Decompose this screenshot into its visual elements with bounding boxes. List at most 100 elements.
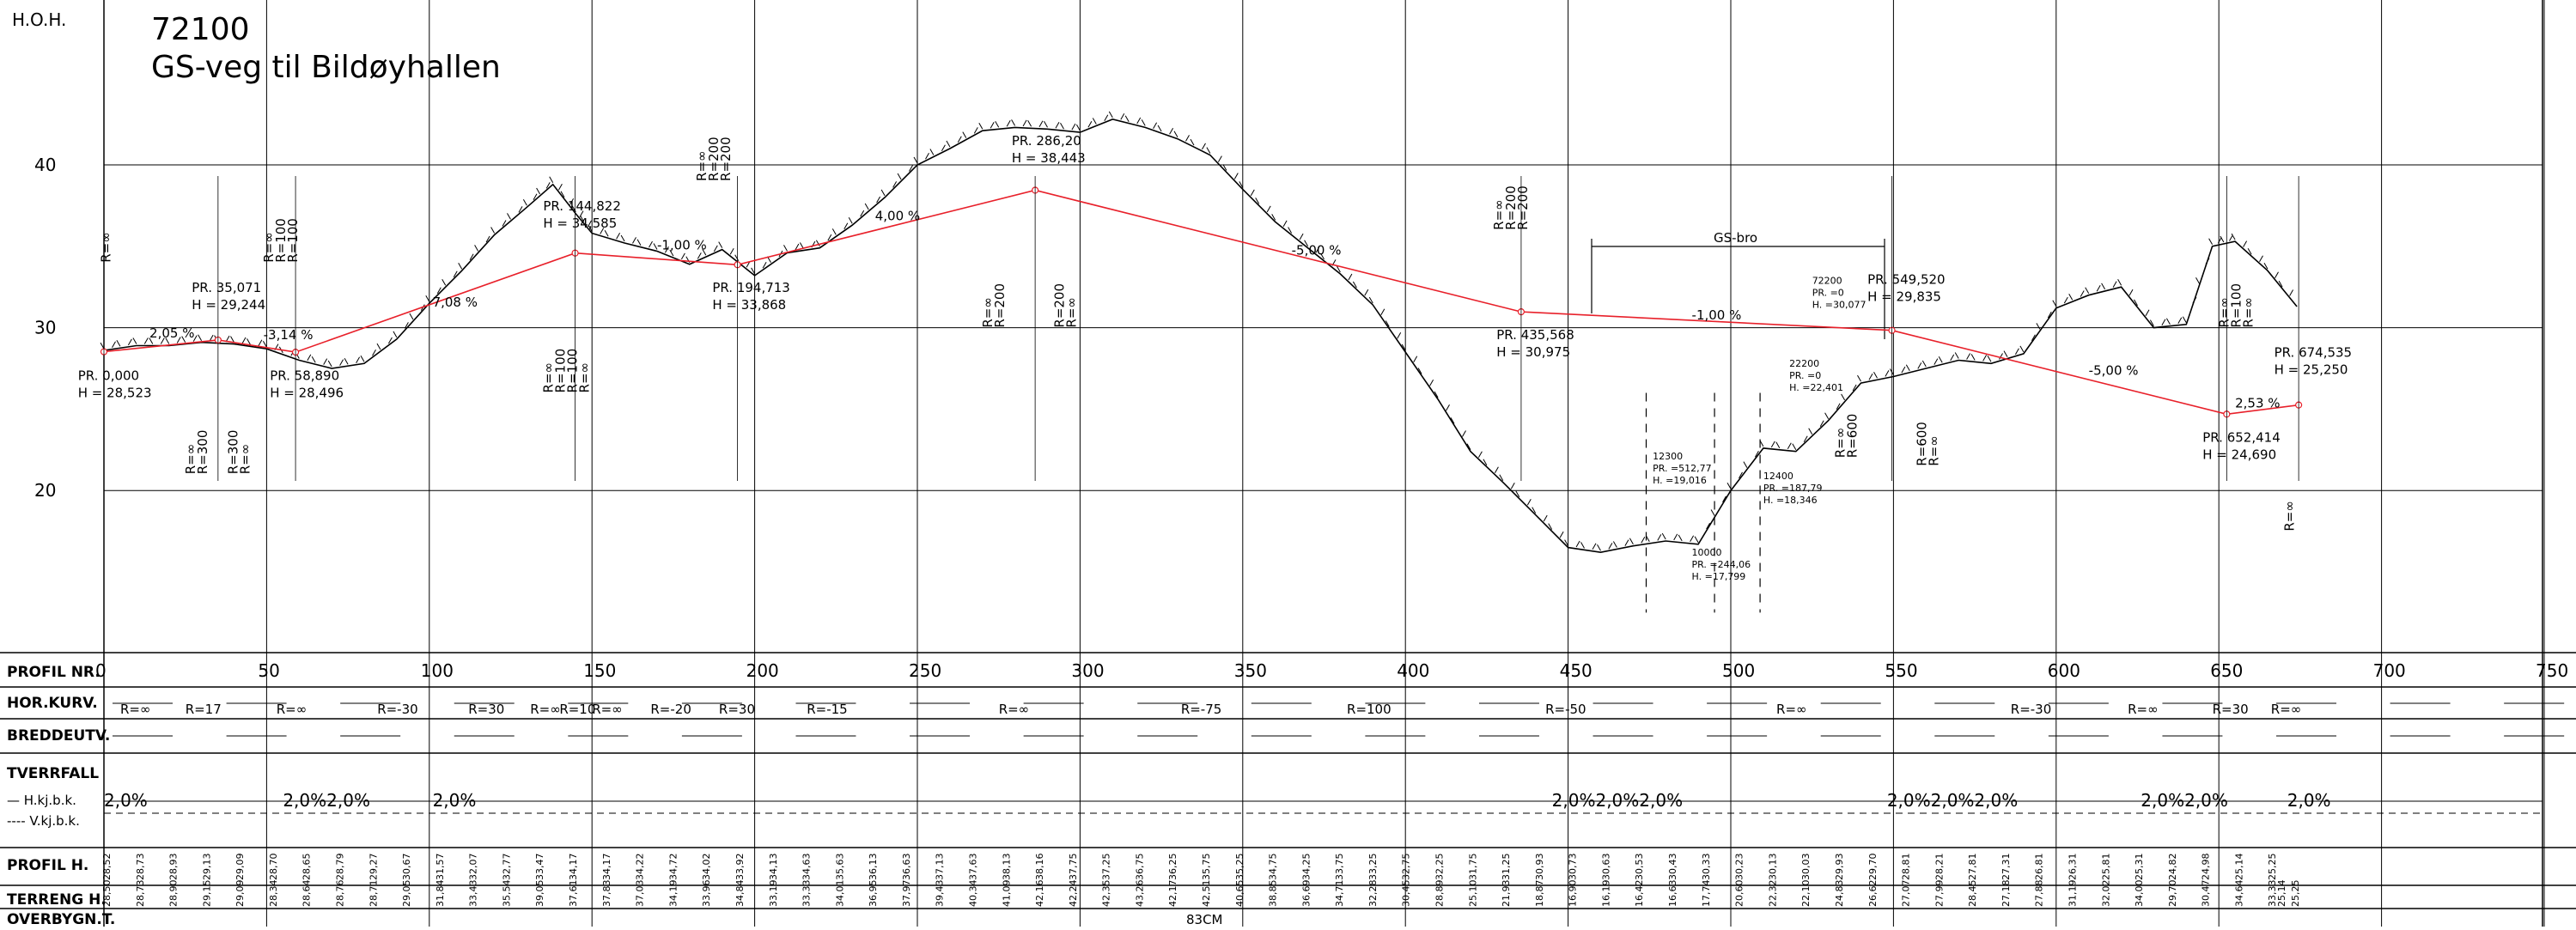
vertical-radius-label: R=∞ bbox=[541, 362, 557, 393]
profil-h-value: 30,43 bbox=[1667, 854, 1678, 881]
hor-kurv-label: R=100 bbox=[1347, 702, 1392, 717]
chainage-tick-label: 750 bbox=[2536, 660, 2568, 681]
grade-percent-label: -5,00 % bbox=[1292, 242, 1342, 258]
hor-kurv-label: R=-20 bbox=[650, 702, 691, 717]
profil-h-value: 36,25 bbox=[1167, 854, 1178, 881]
profil-h-value: 30,23 bbox=[1734, 854, 1745, 880]
hor-kurv-label: R=30 bbox=[2213, 702, 2249, 717]
y-tick-label: 20 bbox=[34, 480, 56, 501]
profil-h-value: 37,13 bbox=[935, 854, 946, 881]
drawing-number: 72100 bbox=[151, 12, 250, 47]
profil-h-value: 30,63 bbox=[1600, 854, 1611, 881]
profil-h-value: 29,27 bbox=[368, 854, 379, 881]
terreng-h-value: 28,64 bbox=[301, 880, 313, 908]
profil-h-value: 32,75 bbox=[1401, 854, 1412, 881]
terreng-h-value: 42,51 bbox=[1201, 880, 1212, 908]
terreng-h-value: 33,43 bbox=[468, 880, 479, 908]
profil-h-value: 31,57 bbox=[435, 854, 446, 881]
terreng-h-value: 36,69 bbox=[1300, 880, 1312, 908]
terreng-h-value: 28,76 bbox=[335, 880, 346, 908]
station-h-label: H = 29,244 bbox=[192, 297, 265, 313]
profil-h-value: 32,07 bbox=[468, 854, 479, 881]
profil-h-value: 27,31 bbox=[2001, 854, 2012, 881]
vertical-radius-label: R=200 bbox=[706, 137, 722, 181]
row-label-overbygn-t: OVERBYGN.T. bbox=[7, 911, 115, 927]
profil-h-value: 31,75 bbox=[1467, 854, 1478, 881]
vertical-radius-label: R=∞ bbox=[694, 150, 709, 181]
profil-h-value: 29,09 bbox=[234, 854, 246, 881]
hor-kurv-label: R=∞ bbox=[120, 702, 151, 717]
vertical-radius-label: R=100 bbox=[565, 349, 581, 393]
terreng-h-value: 28,34 bbox=[268, 880, 279, 908]
station-h-label: H = 28,523 bbox=[78, 385, 152, 400]
terreng-h-value: 16,90 bbox=[1568, 880, 1579, 908]
profil-h-value: 28,93 bbox=[168, 854, 180, 881]
terreng-h-value: 37,83 bbox=[601, 880, 612, 908]
chainage-tick-label: 200 bbox=[746, 660, 779, 681]
station-pr-label: PR. 286,20 bbox=[1012, 133, 1081, 149]
profil-h-value: 37,25 bbox=[1101, 854, 1112, 881]
terreng-h-value: 29,09 bbox=[234, 880, 246, 908]
vertical-radius-label: R=∞ bbox=[2281, 501, 2297, 532]
bridge-note-line: H. =17,799 bbox=[1692, 571, 1746, 582]
profil-h-value: 28,70 bbox=[268, 854, 279, 881]
grade-percent-label: -1,00 % bbox=[657, 238, 707, 253]
tverrfall-value: 2,0%2,0% bbox=[2141, 790, 2228, 811]
elevation-grid bbox=[103, 0, 2545, 927]
y-tick-label: 30 bbox=[34, 318, 56, 338]
station-h-label: H = 33,868 bbox=[712, 297, 786, 313]
profil-h-value: 28,81 bbox=[1901, 854, 1912, 881]
profil-h-value: 34,17 bbox=[601, 854, 612, 881]
profil-h-value: 30,67 bbox=[401, 854, 412, 881]
terreng-h-value: 34,71 bbox=[1334, 880, 1345, 908]
profil-h-value: 24,82 bbox=[2167, 854, 2178, 881]
tverrfall-value: 2,0% bbox=[433, 790, 477, 811]
profil-h-value: 38,13 bbox=[1001, 854, 1012, 881]
profil-h-value: 28,73 bbox=[135, 854, 146, 881]
hor-kurv-label: R=-15 bbox=[807, 702, 848, 717]
terreng-h-value: 30,45 bbox=[1401, 880, 1412, 908]
vertical-radius-label: R=∞ bbox=[1926, 435, 1941, 466]
station-h-label: H = 38,443 bbox=[1012, 150, 1086, 166]
terreng-h-value: 34,84 bbox=[734, 880, 746, 908]
terreng-h-value: 27,99 bbox=[1934, 880, 1945, 908]
terrain-hatching bbox=[100, 111, 2294, 551]
vertical-radius-label: R=200 bbox=[1503, 185, 1519, 230]
bridge-note-line: PR. =0 bbox=[1789, 370, 1821, 381]
bridge-note-line: H. =18,346 bbox=[1763, 495, 1818, 506]
terreng-h-value: 34,00 bbox=[2134, 880, 2145, 908]
vertical-radius-label: R=100 bbox=[273, 218, 289, 263]
terreng-h-value: 36,95 bbox=[868, 880, 879, 908]
profil-h-value: 29,93 bbox=[1834, 854, 1845, 881]
terreng-h-value: 37,03 bbox=[635, 880, 646, 908]
chainage-tick-label: 550 bbox=[1885, 660, 1917, 681]
terreng-h-value: 33,19 bbox=[768, 880, 779, 908]
bridge-note-line: PR. =512,77 bbox=[1653, 463, 1712, 474]
profil-h-value: 30,33 bbox=[1701, 854, 1712, 881]
vertical-radius-label: R=300 bbox=[225, 430, 241, 475]
vertical-radius-label: R=300 bbox=[195, 430, 210, 475]
row-label-terreng-h: TERRENG H. bbox=[7, 891, 107, 909]
vertical-radius-label: R=600 bbox=[1845, 414, 1860, 459]
station-h-label: H = 29,835 bbox=[1867, 289, 1941, 304]
profile-data-band: 0 50 100 150 200 250 300 350 400 450 500 550 600 650 7… bbox=[0, 652, 2576, 909]
vertical-radius-label: R=200 bbox=[718, 137, 734, 181]
grade-percent-label: 2,05 % bbox=[149, 325, 194, 341]
chainage-tick-label: 700 bbox=[2373, 660, 2406, 681]
station-pr-label: PR. 58,890 bbox=[270, 368, 339, 383]
terreng-h-value: 28,90 bbox=[168, 880, 180, 908]
bridge-note-line: PR. =187,79 bbox=[1763, 483, 1823, 494]
profil-h-value: 28,52 bbox=[101, 854, 113, 881]
terreng-h-value: 24,83 bbox=[1834, 880, 1845, 908]
profil-h-value: 33,75 bbox=[1334, 854, 1345, 881]
hor-kurv-label: R=-50 bbox=[1545, 702, 1586, 717]
bridge-note-line: H. =19,016 bbox=[1653, 475, 1707, 486]
row-label-tverrfall: TVERRFALL bbox=[7, 765, 99, 782]
y-tick-label: 40 bbox=[34, 155, 56, 175]
profil-h-value: 33,92 bbox=[734, 854, 746, 881]
vertical-radius-label: R=∞ bbox=[577, 362, 593, 393]
terreng-h-value: 28,45 bbox=[1967, 880, 1978, 908]
terreng-h-value: 42,35 bbox=[1101, 880, 1112, 908]
profil-h-value: 32,25 bbox=[1434, 854, 1446, 881]
chainage-tick-label: 500 bbox=[1722, 660, 1755, 681]
